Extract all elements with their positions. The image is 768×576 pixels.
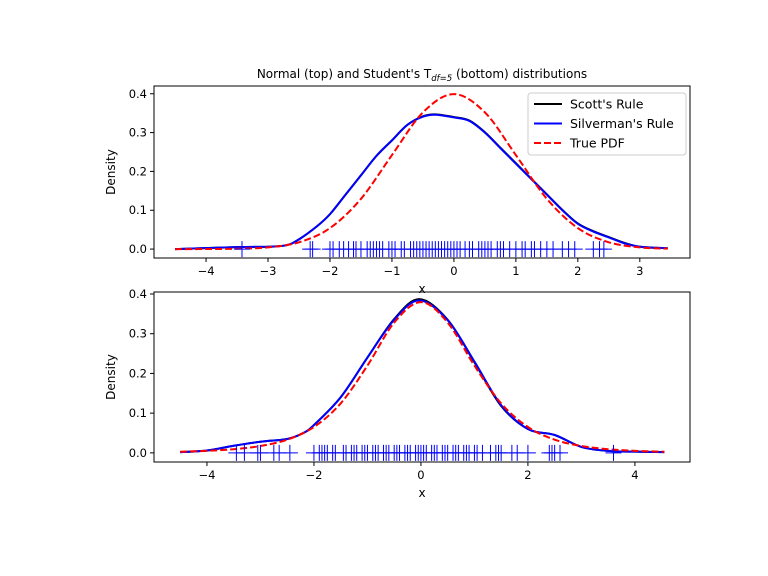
y-tick-label: 0.3 (129, 327, 147, 341)
y-axis-label: Density (104, 149, 118, 195)
rug-marker (252, 444, 269, 461)
legend: Scott's Rule Silverman's Rule True PDF (527, 92, 687, 156)
top-axes: −4 −3 −2 −1 0 1 2 3 0.0 0.1 0.2 0.3 0.4 x Density (104, 85, 691, 296)
x-tick-label: −3 (260, 264, 277, 278)
rug-marker (605, 444, 622, 461)
x-tick-label: 4 (631, 468, 638, 482)
legend-label: True PDF (569, 136, 625, 151)
chart-title: Normal (top) and Student's Tdf=5 (bottom… (257, 67, 587, 84)
rug-marker (595, 241, 612, 258)
y-tick-label: 0.0 (129, 242, 147, 256)
x-axis-label: x (418, 282, 425, 296)
y-tick-label: 0.1 (129, 203, 147, 217)
rug-marker (552, 444, 569, 461)
y-tick-label: 0.3 (129, 126, 147, 140)
y-tick-label: 0.0 (129, 446, 147, 460)
y-tick-label: 0.2 (129, 366, 147, 380)
rug-marker (566, 241, 583, 258)
rug-marker (236, 444, 253, 461)
rug-marker (281, 444, 298, 461)
x-tick-label: 3 (636, 264, 643, 278)
x-tick-label: 0 (417, 468, 424, 482)
x-axis-label: x (418, 486, 425, 500)
rug-marker (519, 444, 536, 461)
y-axis-label: Density (104, 354, 118, 400)
series-line-true-pdf (175, 93, 668, 251)
rug-marker (304, 241, 321, 258)
x-tick-label: −4 (198, 468, 215, 482)
y-tick-label: 0.4 (129, 287, 147, 301)
axes-frame (153, 291, 691, 463)
x-tick-label: −2 (305, 468, 322, 482)
series-line-silverman-s-rule (180, 299, 665, 454)
axes-frame (153, 85, 691, 259)
legend-label: Silverman's Rule (570, 116, 674, 131)
legend-box (527, 92, 687, 156)
x-tick-label: −2 (322, 264, 339, 278)
rug-marker (233, 241, 250, 258)
x-tick-label: −4 (198, 264, 215, 278)
y-tick-label: 0.1 (129, 406, 147, 420)
legend-label: Scott's Rule (570, 97, 644, 112)
x-tick-label: 2 (574, 264, 581, 278)
x-tick-label: −1 (383, 264, 400, 278)
y-tick-label: 0.2 (129, 164, 147, 178)
bottom-axes: −4 −2 0 2 4 0.0 0.1 0.2 0.3 0.4 x Density (104, 287, 691, 500)
series-line-silverman-s-rule (175, 113, 668, 251)
x-tick-label: 1 (512, 264, 519, 278)
y-tick-label: 0.4 (129, 87, 147, 101)
x-tick-label: 0 (450, 264, 457, 278)
x-tick-label: 2 (524, 468, 531, 482)
